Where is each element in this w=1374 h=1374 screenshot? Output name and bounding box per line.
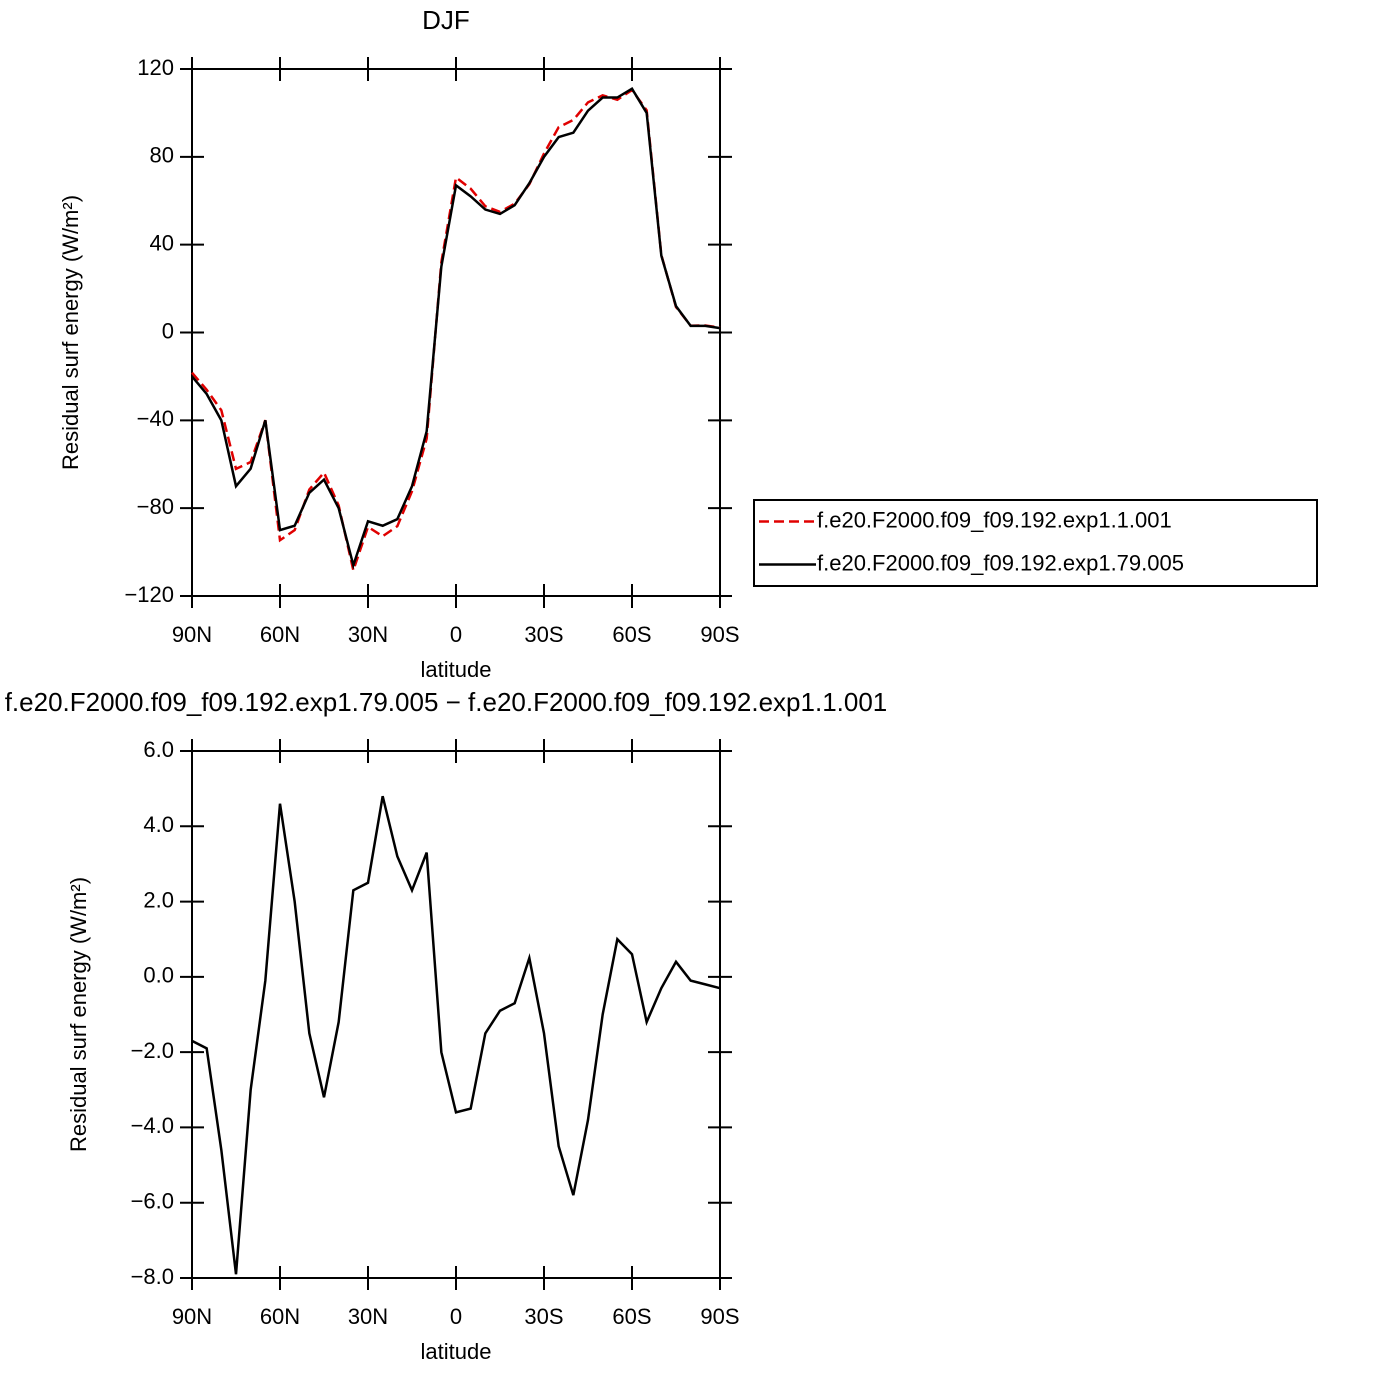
x-tick-label: 90N [172,1304,212,1329]
y-tick-label: −8.0 [131,1264,174,1289]
y-tick-label: 6.0 [143,737,174,762]
x-tick-label: 30S [524,1304,563,1329]
y-tick-label: 80 [150,143,174,168]
x-tick-label: 90S [700,622,739,647]
x-tick-label: 0 [450,622,462,647]
chart-title: DJF [422,5,470,35]
y-tick-label: 4.0 [143,812,174,837]
y-tick-label: −6.0 [131,1189,174,1214]
x-tick-label: 60S [612,622,651,647]
x-tick-label: 60N [260,622,300,647]
x-axis-label: latitude [421,657,492,682]
y-tick-label: 0.0 [143,963,174,988]
x-tick-label: 30N [348,622,388,647]
legend-label: f.e20.F2000.f09_f09.192.exp1.79.005 [817,550,1184,575]
x-tick-label: 90S [700,1304,739,1329]
y-tick-label: 40 [150,230,174,255]
x-tick-label: 90N [172,622,212,647]
x-tick-label: 30S [524,622,563,647]
data-line [191,87,721,570]
y-tick-label: −120 [124,582,174,607]
data-line [191,88,721,575]
x-tick-label: 60N [260,1304,300,1329]
x-tick-label: 30N [348,1304,388,1329]
y-tick-label: −2.0 [131,1038,174,1063]
y-axis-label: Residual surf energy (W/m²) [58,195,83,470]
y-tick-label: −80 [137,494,174,519]
y-tick-label: 2.0 [143,887,174,912]
y-tick-label: 0 [162,318,174,343]
legend-box [753,499,1318,587]
plot-frame [191,750,721,1279]
y-axis-label: Residual surf energy (W/m²) [66,877,91,1152]
chart-title: f.e20.F2000.f09_f09.192.exp1.79.005 − f.… [5,687,888,717]
plot-frame [191,68,721,597]
data-line [191,795,721,1275]
x-tick-label: 0 [450,1304,462,1329]
y-tick-label: 120 [137,55,174,80]
x-axis-label: latitude [421,1339,492,1364]
x-tick-label: 60S [612,1304,651,1329]
legend-label: f.e20.F2000.f09_f09.192.exp1.1.001 [817,507,1172,532]
y-tick-label: −4.0 [131,1113,174,1138]
y-tick-label: −40 [137,406,174,431]
